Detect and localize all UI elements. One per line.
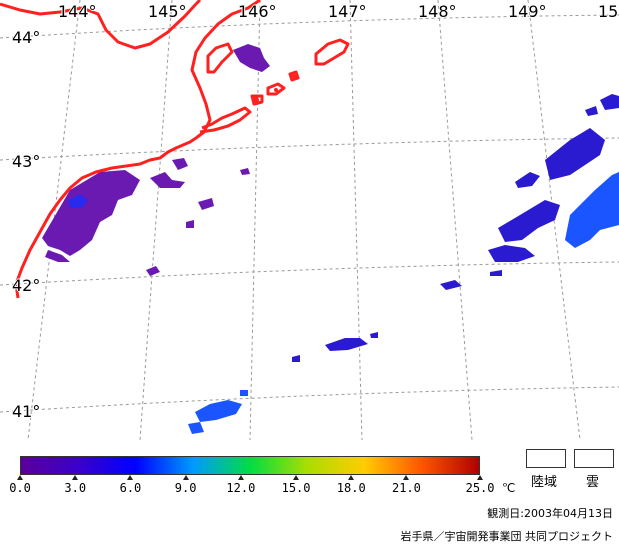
colorbar-tick — [348, 475, 355, 480]
lon-label-145: 145° — [148, 2, 187, 21]
colorbar-tick — [127, 475, 134, 480]
colorbar-tick-label: 9.0 — [174, 481, 197, 495]
meridian-145 — [139, 0, 173, 440]
observation-date: 観測日:2003年04月13日 — [487, 507, 613, 520]
colorbar-tick-label: 6.0 — [119, 481, 142, 495]
parallel-44 — [0, 14, 619, 39]
land-legend-box — [526, 449, 566, 468]
meridian-147 — [349, 0, 363, 440]
sst-patch-blue-core — [68, 194, 88, 208]
graticule — [0, 0, 619, 440]
coast-etorofu — [314, 38, 350, 66]
lon-label-146: 146° — [238, 2, 277, 21]
lat-label-43: 43° — [12, 152, 41, 171]
colorbar-tick-label: 0.0 — [9, 481, 31, 495]
sst-map — [0, 0, 619, 440]
colorbar-tick — [237, 475, 244, 480]
colorbar-tick — [403, 475, 410, 480]
sst-patches-offshore — [292, 94, 619, 362]
coast-islet — [288, 70, 300, 82]
coast-shikotan — [266, 82, 286, 96]
credit-text: 岩手県／宇宙開発事業団 共同プロジェクト — [400, 530, 614, 543]
temperature-colorbar — [20, 456, 480, 475]
sst-patches-coastal — [42, 44, 270, 276]
coast-fill-bits — [253, 74, 296, 103]
lat-label-41: 41° — [12, 402, 41, 421]
meridian-146 — [249, 0, 261, 440]
colorbar-tick-label: 3.0 — [64, 481, 87, 495]
parallel-43 — [0, 137, 619, 161]
colorbar-tick-label: 15.0 — [281, 481, 311, 495]
colorbar-unit: ℃ — [502, 481, 516, 495]
meridian-149 — [527, 0, 581, 440]
coastline — [0, 0, 350, 299]
coast-kunashiri — [206, 42, 234, 74]
lat-label-42: 42° — [12, 276, 41, 295]
colorbar-tick — [17, 475, 23, 480]
colorbar-tick-label: 18.0 — [336, 481, 366, 495]
lon-label-150: 15 — [598, 2, 619, 21]
colorbar-tick-label: 21.0 — [392, 481, 421, 495]
meridian-148 — [437, 0, 473, 440]
lon-label-144: 144° — [58, 2, 97, 21]
lon-label-147: 147° — [328, 2, 367, 21]
parallel-42 — [0, 261, 619, 286]
parallel-41 — [0, 386, 619, 413]
cloud-legend-label: 雲 — [586, 475, 600, 490]
colorbar-tick — [293, 475, 299, 480]
coast-hokkaido-north — [0, 0, 202, 50]
sst-patches-bright — [188, 172, 619, 434]
colorbar-tick-label: 25.0 — [465, 481, 495, 495]
lat-label-44: 44° — [12, 28, 41, 47]
meridian-144 — [27, 0, 81, 440]
colorbar-tick-label: 12.0 — [226, 481, 256, 495]
cloud-legend-box — [574, 449, 614, 468]
colorbar-tick — [72, 475, 79, 480]
lon-label-149: 149° — [508, 2, 547, 21]
coast-nemuro — [199, 106, 252, 134]
lon-label-148: 148° — [418, 2, 457, 21]
colorbar-tick — [477, 475, 483, 480]
colorbar-tick — [182, 475, 189, 480]
coast-shiretoko — [14, 0, 261, 299]
land-legend-label: 陸域 — [531, 475, 558, 490]
